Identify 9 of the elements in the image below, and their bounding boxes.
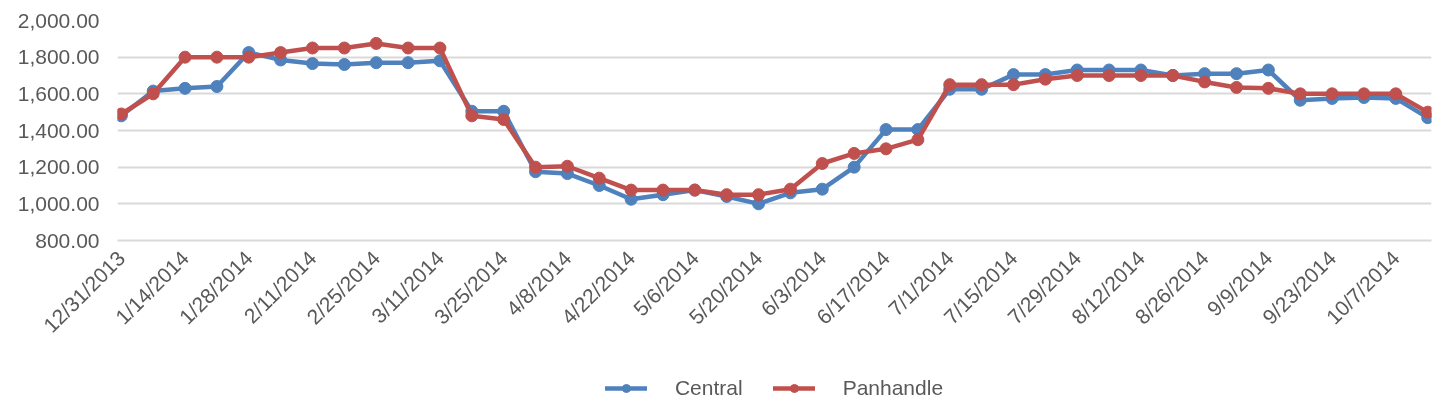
y-tick-label: 1,800.00: [17, 45, 100, 69]
legend-label: Panhandle: [842, 376, 944, 400]
y-tick-label: 1,000.00: [17, 191, 100, 215]
y-tick-label: 800.00: [35, 228, 100, 252]
legend-label: Central: [674, 376, 743, 400]
y-tick-label: 1,400.00: [17, 118, 100, 142]
y-tick-label: 1,200.00: [17, 155, 100, 179]
y-tick-label: 1,600.00: [17, 81, 100, 105]
y-tick-label: 2,000.00: [17, 8, 100, 32]
